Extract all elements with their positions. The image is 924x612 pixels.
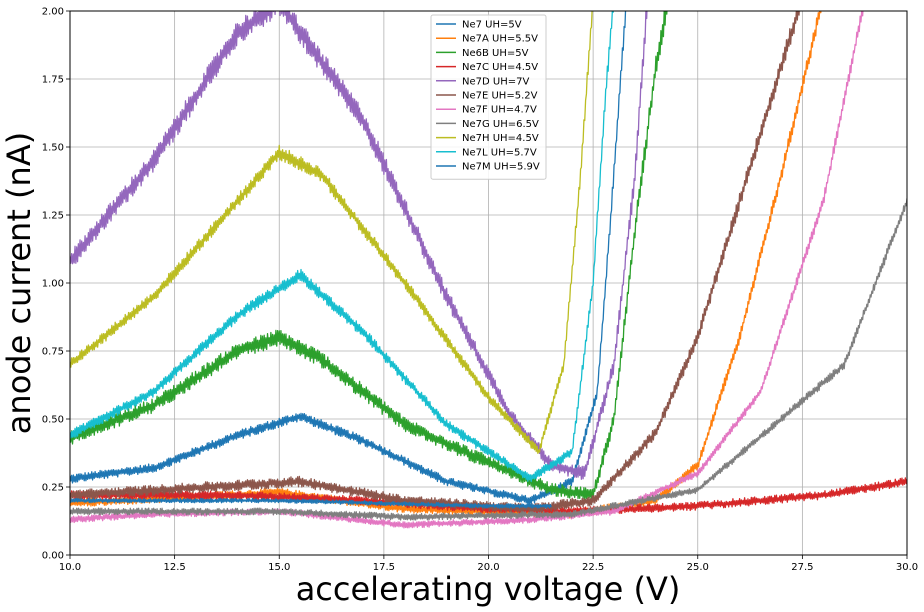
series-line [70,11,627,506]
legend-label: Ne7 UH=5V [462,20,522,31]
legend: Ne7 UH=5V Ne7A UH=5.5V Ne6B UH=5V Ne7C UH=4… [430,14,547,180]
x-tick-label: 25.0 [687,562,709,573]
x-tick-label: 27.5 [791,562,813,573]
y-axis: 0.00 0.25 0.50 0.75 1.00 1.25 1.50 1.75 2.00 [42,7,70,562]
legend-label: Ne7L UH=5.7V [462,147,537,158]
x-axis: 10.0 12.5 15.0 17.5 20.0 22.5 25.0 27.5 30.0 [59,555,918,573]
x-axis-title: accelerating voltage (V) [296,570,681,608]
x-tick-label: 20.0 [477,562,499,573]
y-tick-label: 1.50 [42,143,64,154]
legend-label: Ne7G UH=6.5V [462,119,539,130]
y-axis-title: anode current (nA) [0,132,38,434]
legend-box [430,14,547,180]
y-tick-label: 1.75 [42,75,64,86]
legend-label: Ne7C UH=4.5V [462,62,538,73]
legend-label: Ne7A UH=5.5V [462,34,538,45]
x-tick-label: 12.5 [163,562,185,573]
series-layer [70,11,907,529]
y-tick-label: 1.00 [42,279,64,290]
x-tick-label: 17.5 [373,562,395,573]
legend-label: Ne7H UH=4.5V [462,133,539,144]
series-line [70,11,668,502]
legend-label: Ne7D UH=7V [462,76,529,87]
y-tick-label: 1.25 [42,211,64,222]
y-tick-label: 0.50 [42,415,64,426]
x-tick-label: 22.5 [582,562,604,573]
series-line [70,198,907,521]
y-tick-label: 0.00 [42,551,64,562]
legend-label: Ne7E UH=5.2V [462,91,538,102]
series-line [70,11,614,483]
legend-label: Ne7M UH=5.9V [462,162,540,173]
x-tick-label: 15.0 [268,562,290,573]
series-line [70,11,593,454]
y-tick-label: 0.25 [42,483,64,494]
legend-label: Ne6B UH=5V [462,48,529,59]
y-tick-label: 2.00 [42,7,64,18]
y-tick-label: 0.75 [42,347,64,358]
series-line [70,497,552,509]
legend-label: Ne7F UH=4.7V [462,105,537,116]
series-line [70,11,648,480]
x-tick-label: 10.0 [59,562,81,573]
x-tick-label: 30.0 [896,562,918,573]
